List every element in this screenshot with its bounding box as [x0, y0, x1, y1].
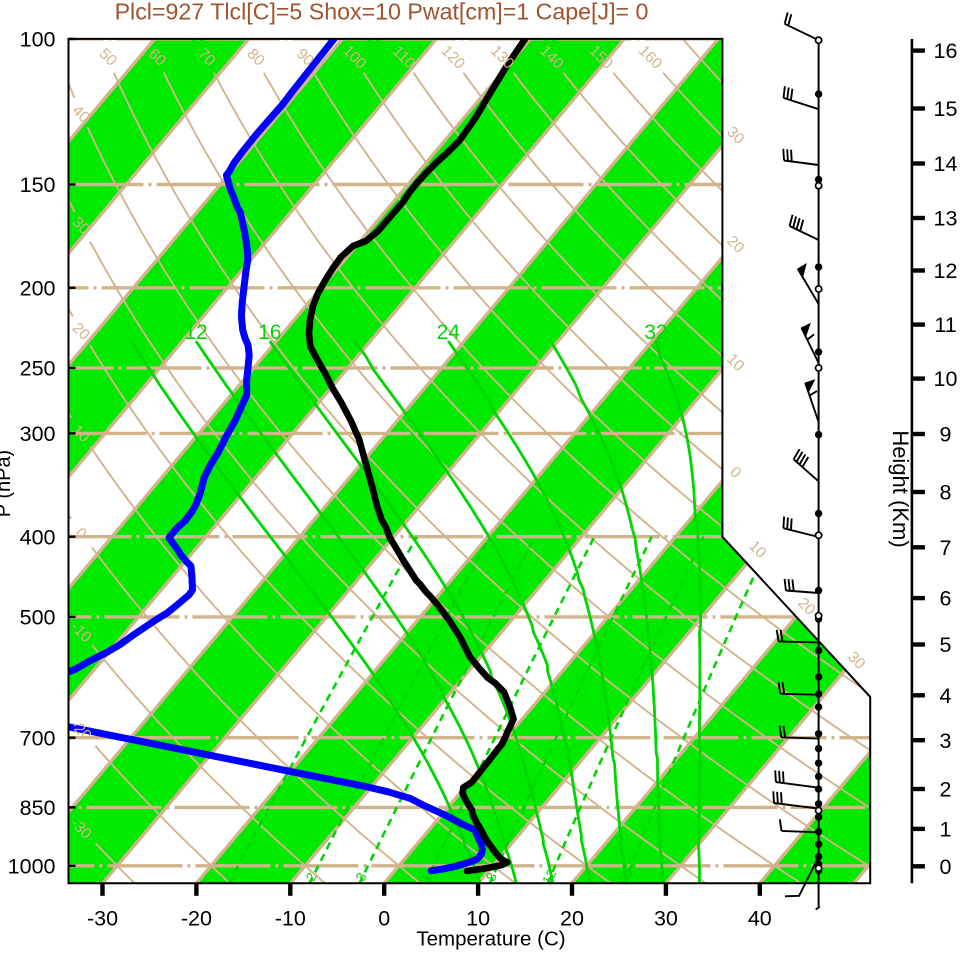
svg-text:15: 15: [934, 97, 958, 121]
svg-text:500: 500: [20, 606, 56, 630]
svg-text:3: 3: [940, 729, 952, 753]
svg-text:16: 16: [934, 39, 958, 63]
svg-text:100: 100: [20, 28, 56, 52]
svg-text:10: 10: [745, 538, 769, 562]
svg-text:-10: -10: [275, 907, 306, 931]
svg-text:10: 10: [466, 907, 490, 931]
svg-text:3: 3: [353, 870, 370, 884]
svg-text:1000: 1000: [8, 854, 56, 878]
svg-text:0: 0: [940, 855, 952, 879]
svg-text:-20: -20: [181, 907, 212, 931]
svg-text:8: 8: [483, 870, 500, 884]
svg-text:200: 200: [20, 276, 56, 300]
svg-text:80: 80: [244, 45, 268, 69]
svg-text:10: 10: [934, 367, 958, 391]
svg-text:Height (Km): Height (Km): [888, 430, 913, 547]
svg-text:250: 250: [20, 357, 56, 381]
svg-text:0: 0: [378, 907, 390, 931]
svg-text:10: 10: [723, 351, 747, 375]
svg-text:6: 6: [940, 587, 952, 611]
svg-text:7: 7: [940, 536, 952, 560]
svg-text:12: 12: [539, 867, 559, 887]
svg-text:24: 24: [437, 321, 461, 344]
svg-text:0: 0: [726, 464, 744, 482]
svg-text:Plcl=927 Tlcl[C]=5 Shox=10 Pwa: Plcl=927 Tlcl[C]=5 Shox=10 Pwat[cm]=1 Ca…: [115, 0, 649, 25]
svg-text:11: 11: [934, 313, 956, 337]
svg-text:-30: -30: [87, 907, 118, 931]
svg-text:12: 12: [184, 321, 207, 344]
svg-text:12: 12: [934, 259, 958, 283]
svg-text:8: 8: [940, 481, 952, 505]
svg-text:0: 0: [72, 525, 90, 543]
svg-text:300: 300: [20, 422, 56, 446]
svg-text:9: 9: [940, 423, 952, 447]
svg-text:850: 850: [20, 796, 56, 820]
svg-text:120: 120: [438, 42, 469, 73]
svg-text:400: 400: [20, 525, 56, 549]
svg-text:P (hPa): P (hPa): [0, 450, 15, 517]
svg-text:30: 30: [844, 649, 868, 673]
svg-text:150: 150: [20, 173, 56, 197]
svg-text:50: 50: [96, 45, 120, 69]
svg-text:30: 30: [654, 907, 678, 931]
svg-text:-20: -20: [67, 717, 95, 745]
svg-text:1: 1: [940, 818, 952, 842]
svg-text:2: 2: [940, 778, 952, 802]
svg-text:30: 30: [723, 124, 747, 148]
svg-text:700: 700: [20, 726, 56, 750]
svg-text:32: 32: [644, 321, 667, 344]
svg-text:14: 14: [934, 152, 958, 176]
svg-text:13: 13: [934, 207, 958, 231]
svg-text:4: 4: [940, 684, 952, 708]
svg-text:40: 40: [748, 907, 772, 931]
svg-text:20: 20: [616, 867, 636, 887]
svg-text:16: 16: [258, 321, 281, 344]
svg-text:20: 20: [560, 907, 584, 931]
svg-text:160: 160: [635, 42, 666, 73]
svg-text:Temperature (C): Temperature (C): [416, 928, 565, 951]
svg-text:20: 20: [723, 233, 747, 257]
svg-text:5: 5: [940, 633, 952, 657]
